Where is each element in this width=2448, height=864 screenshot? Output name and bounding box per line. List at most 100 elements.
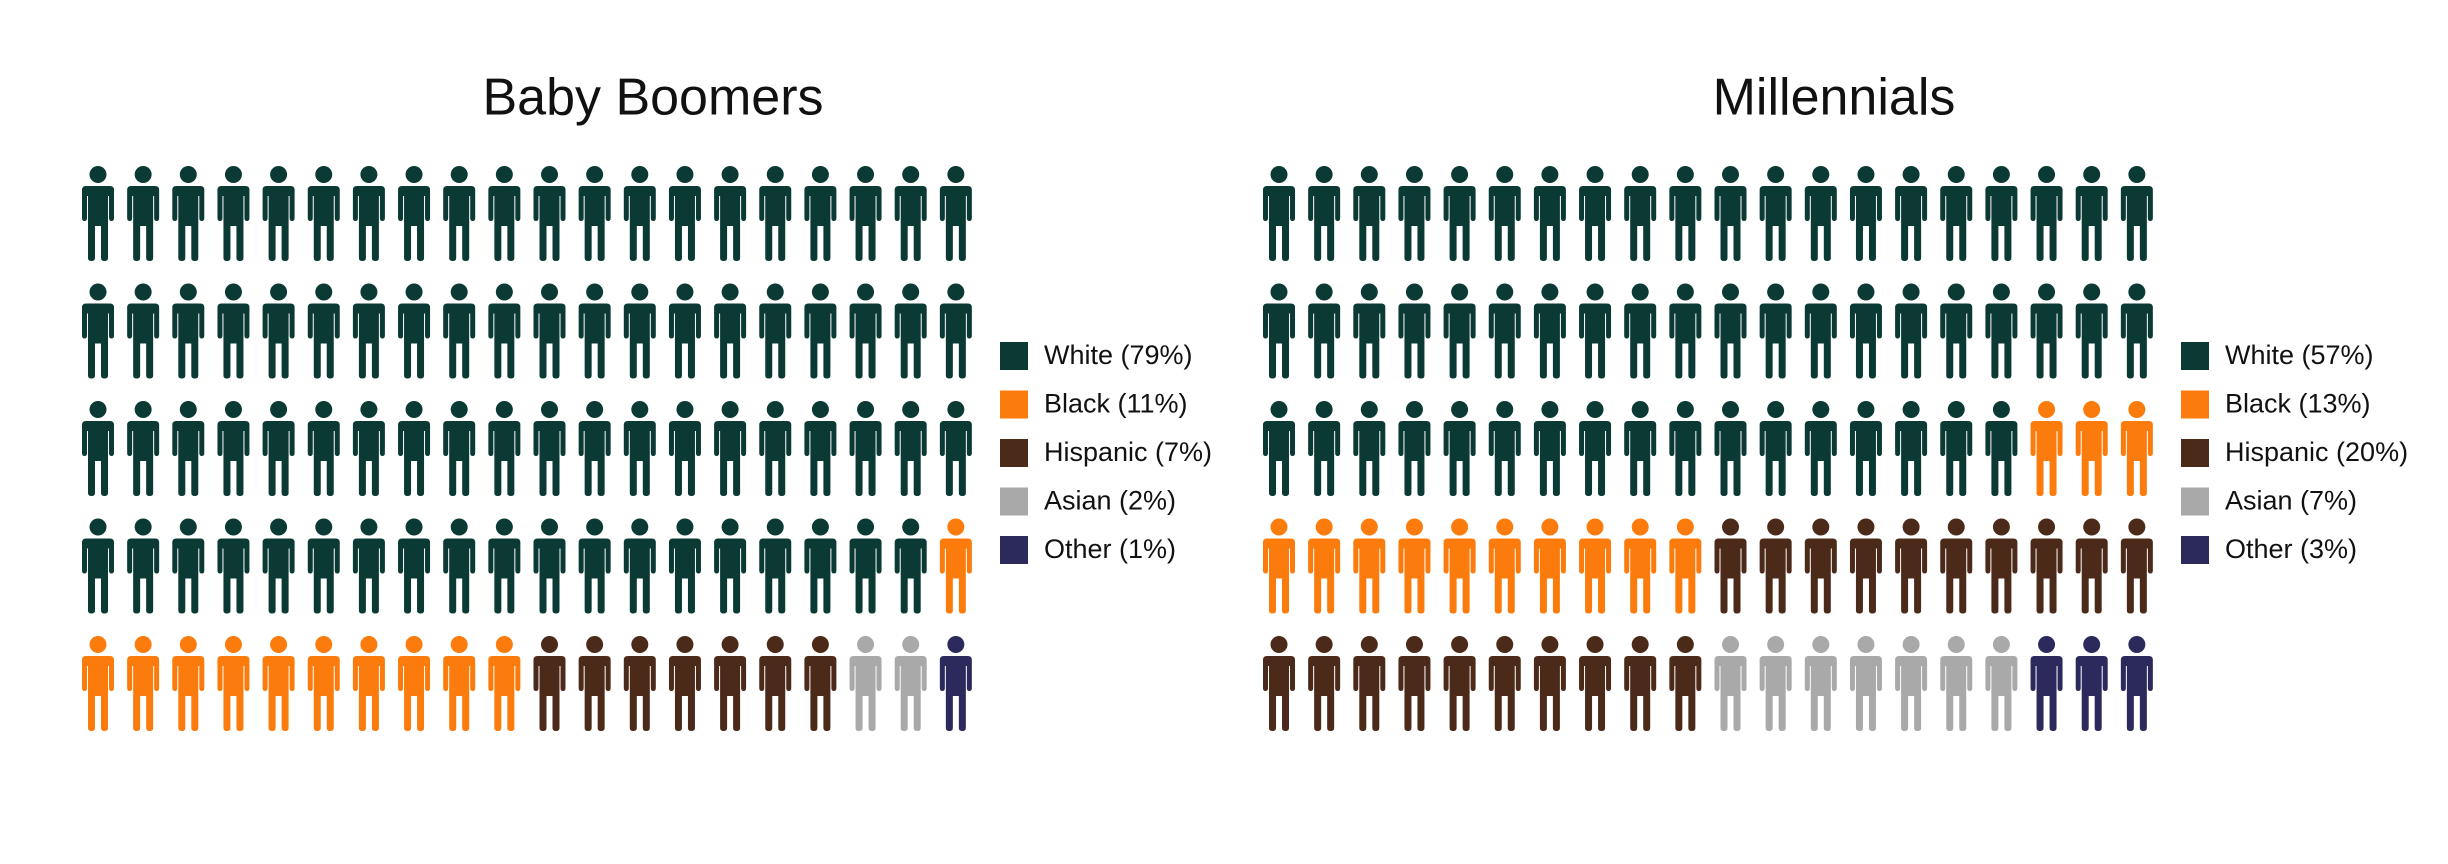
person-icon — [1804, 166, 1837, 261]
person-icon — [398, 518, 431, 614]
person-icon — [443, 166, 476, 261]
chart-title: Baby Boomers — [482, 69, 823, 127]
person-icon — [1759, 283, 1792, 379]
person-icon — [82, 401, 114, 496]
person-icon — [714, 518, 747, 614]
person-icon — [1940, 283, 1973, 379]
person-icon — [398, 401, 431, 496]
person-icon — [623, 401, 656, 496]
person-icon — [217, 283, 250, 379]
person-icon — [714, 283, 747, 379]
person-icon — [1849, 166, 1882, 261]
person-icon — [82, 166, 114, 261]
person-icon — [1804, 401, 1837, 496]
person-icon — [488, 283, 521, 379]
person-icon — [1488, 518, 1521, 614]
person-icon — [1849, 283, 1882, 379]
person-icon — [2120, 518, 2153, 614]
person-icon — [1263, 636, 1295, 731]
legend-label: Other (3%) — [2225, 534, 2357, 564]
person-icon — [1714, 283, 1747, 379]
person-icon — [1443, 401, 1476, 496]
person-icon — [1849, 636, 1882, 731]
person-icon — [714, 166, 747, 261]
person-icon — [533, 401, 566, 496]
person-icon — [759, 283, 792, 379]
legend-label: Asian (2%) — [1044, 486, 1176, 516]
person-icon — [2075, 518, 2108, 614]
person-icon — [1624, 283, 1657, 379]
person-icon — [307, 636, 340, 731]
legend-label: Hispanic (7%) — [1044, 437, 1212, 467]
person-icon — [1895, 166, 1928, 261]
person-icon — [1940, 166, 1973, 261]
legend-swatch — [2181, 390, 2209, 419]
person-icon — [533, 518, 566, 614]
person-icon — [1714, 166, 1747, 261]
person-icon — [1533, 636, 1566, 731]
person-icon — [2030, 401, 2063, 496]
person-icon — [172, 166, 205, 261]
legend-swatch — [1000, 390, 1028, 419]
person-icon — [1669, 166, 1702, 261]
person-icon — [1263, 401, 1295, 496]
legend-swatch — [2181, 536, 2209, 564]
person-icon — [894, 166, 927, 261]
person-icon — [172, 401, 205, 496]
person-icon — [307, 518, 340, 614]
person-icon — [668, 283, 701, 379]
person-icon — [1849, 518, 1882, 614]
person-icon — [623, 636, 656, 731]
person-icon — [2030, 283, 2063, 379]
person-icon — [443, 518, 476, 614]
person-icon — [1353, 166, 1386, 261]
person-icon — [939, 636, 972, 731]
person-icon — [1895, 636, 1928, 731]
person-icon — [578, 518, 611, 614]
person-icon — [939, 518, 972, 614]
person-icon — [533, 636, 566, 731]
legend-swatch — [1000, 487, 1028, 516]
person-icon — [804, 518, 837, 614]
person-icon — [488, 518, 521, 614]
person-icon — [1940, 401, 1973, 496]
person-icon — [2120, 401, 2153, 496]
person-icon — [398, 166, 431, 261]
person-icon — [1804, 636, 1837, 731]
person-icon — [759, 401, 792, 496]
person-icon — [172, 283, 205, 379]
legend-label: Other (1%) — [1044, 534, 1176, 564]
person-icon — [1308, 518, 1341, 614]
person-icon — [307, 166, 340, 261]
person-icon — [894, 636, 927, 731]
person-icon — [1308, 401, 1341, 496]
person-icon — [1895, 283, 1928, 379]
person-icon — [804, 166, 837, 261]
person-icon — [127, 401, 160, 496]
person-icon — [1985, 518, 2018, 614]
person-icon — [2030, 636, 2063, 731]
person-icon — [668, 166, 701, 261]
person-icon — [668, 518, 701, 614]
person-icon — [1263, 283, 1295, 379]
person-icon — [804, 283, 837, 379]
person-icon — [894, 283, 927, 379]
person-icon — [623, 166, 656, 261]
person-icon — [1579, 518, 1612, 614]
person-icon — [82, 636, 114, 731]
person-icon — [352, 166, 385, 261]
person-icon — [1940, 636, 1973, 731]
person-icon — [217, 636, 250, 731]
person-icon — [1895, 518, 1928, 614]
person-icon — [1985, 283, 2018, 379]
person-icon — [1940, 518, 1973, 614]
person-icon — [714, 636, 747, 731]
person-icon — [2120, 166, 2153, 261]
person-icon — [1624, 518, 1657, 614]
legend-label: White (79%) — [1044, 340, 1193, 370]
person-icon — [2030, 166, 2063, 261]
legend-swatch — [1000, 439, 1028, 467]
person-icon — [804, 401, 837, 496]
person-icon — [1443, 518, 1476, 614]
